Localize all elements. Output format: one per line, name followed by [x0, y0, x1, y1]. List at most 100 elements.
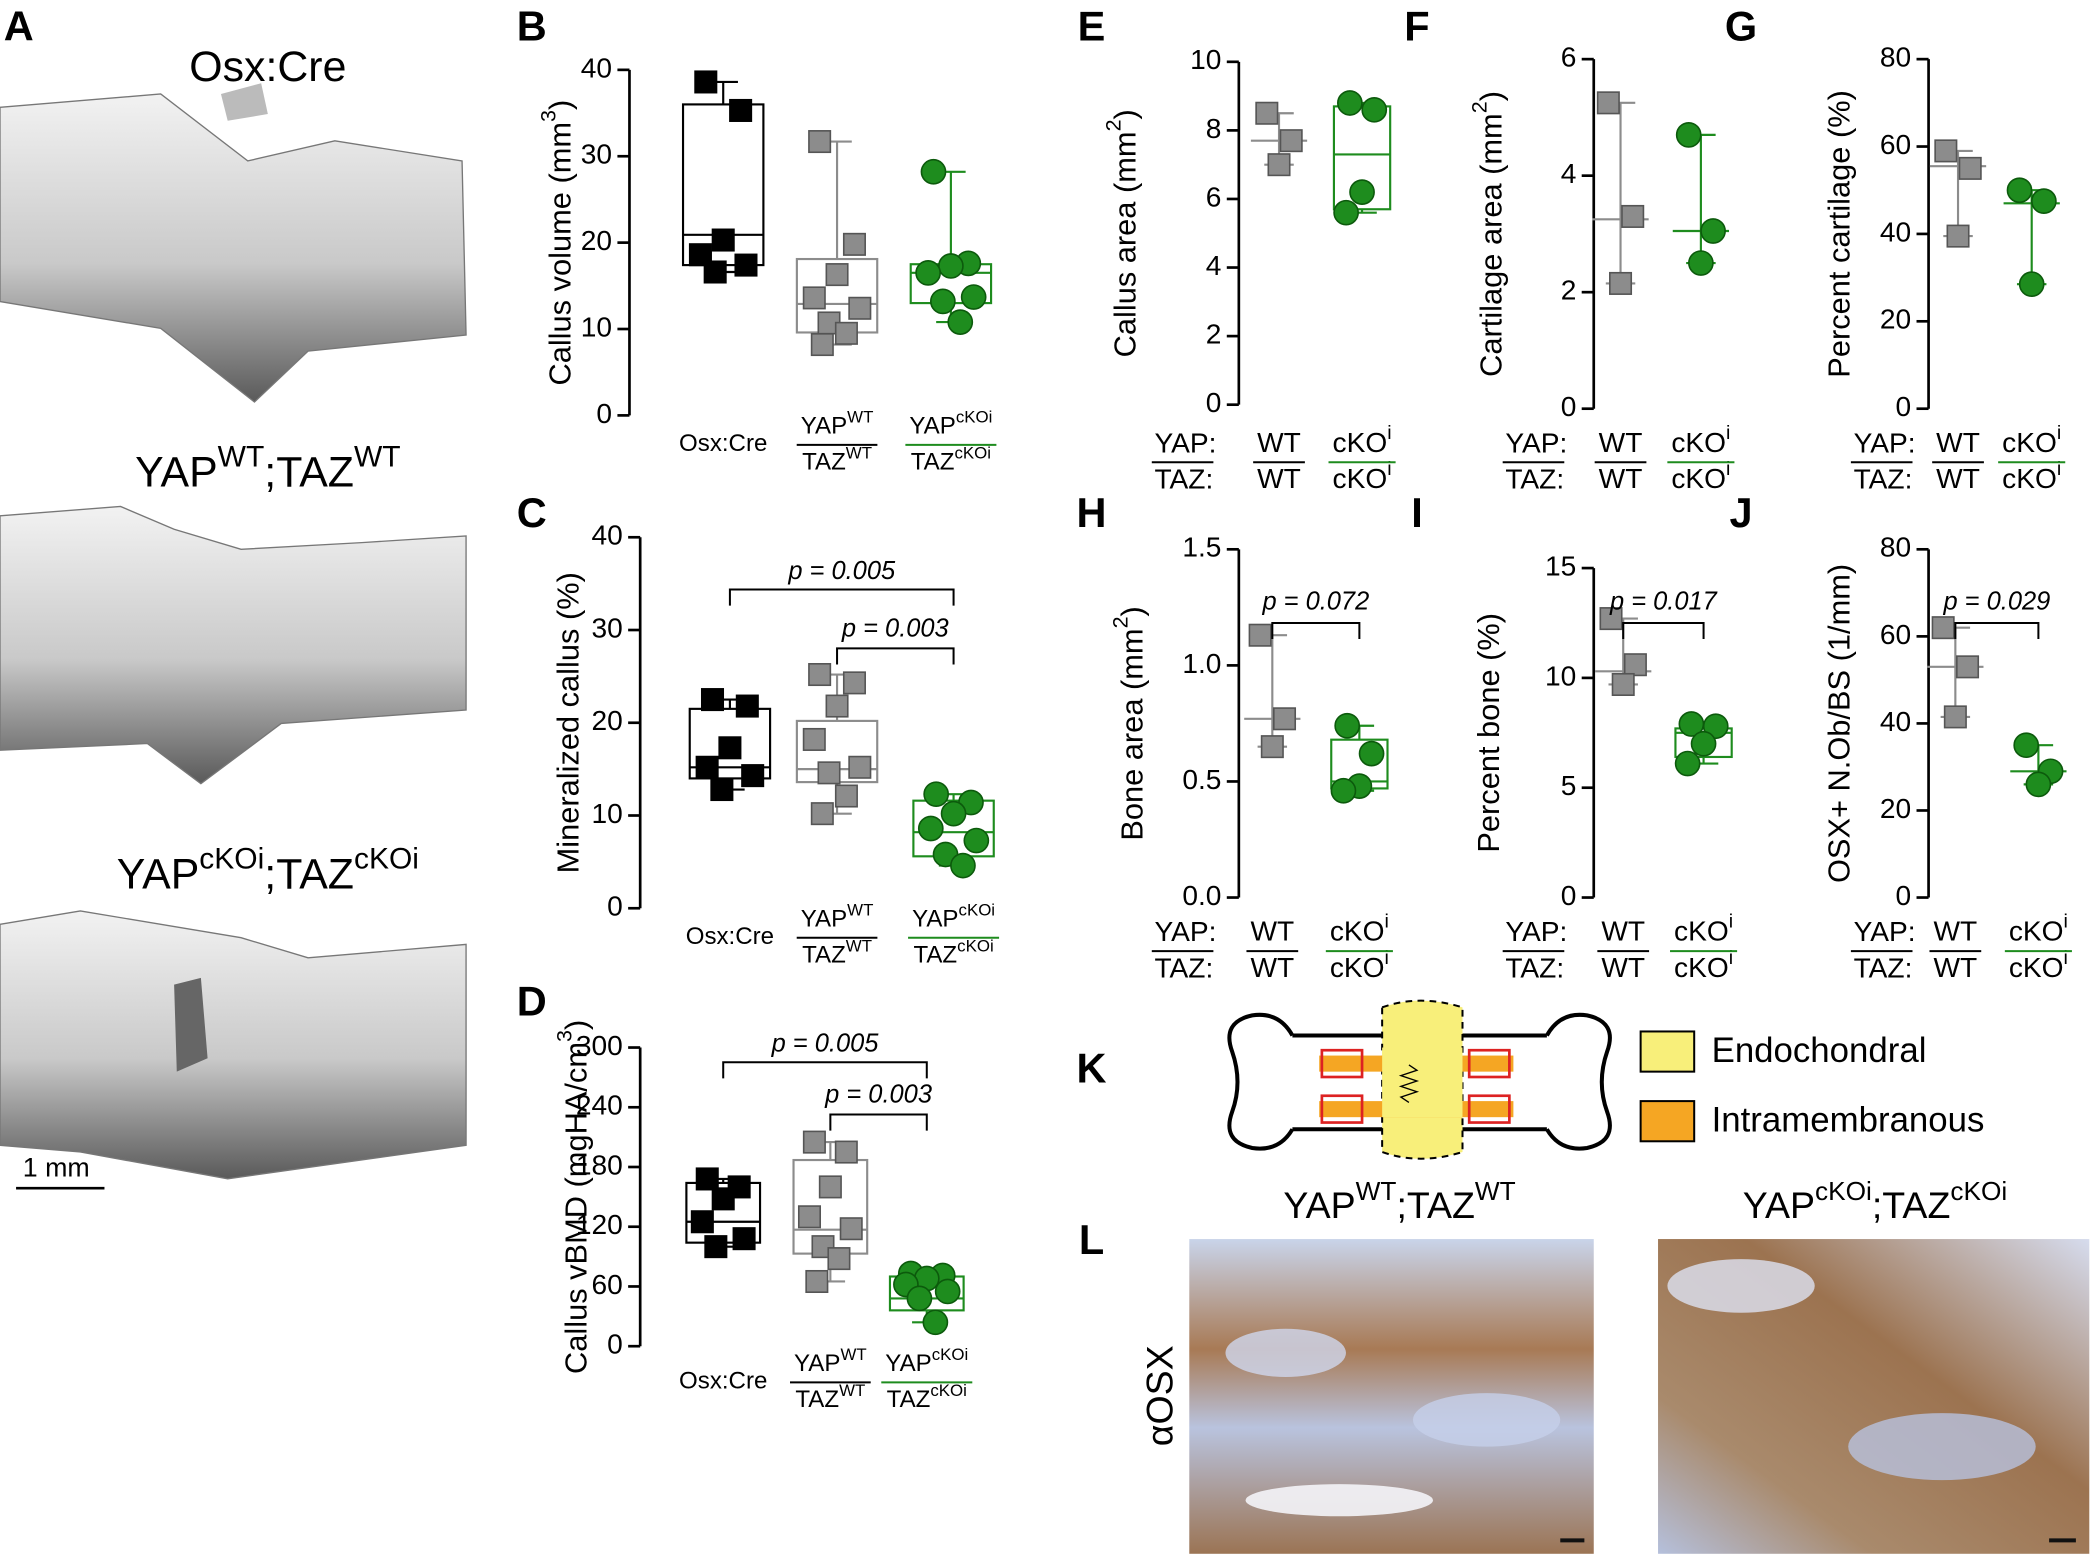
- y-tick-label: 1.5: [1182, 532, 1221, 563]
- data-point: [718, 736, 742, 760]
- text-part: ;TAZ: [1872, 1184, 1950, 1226]
- y-tick-label: 5: [1561, 770, 1577, 801]
- text-part: YAP: [909, 413, 955, 440]
- ct-images: [0, 83, 467, 1190]
- y-axis-label: Percent cartilage (%): [1822, 90, 1857, 378]
- category-numerator: cKOi: [1333, 422, 1392, 458]
- text-part: YAP: [912, 906, 958, 933]
- data-point: [842, 671, 866, 695]
- y-tick-label: 6: [1206, 181, 1222, 212]
- panel-letter: E: [1078, 3, 1106, 50]
- text-part: WT: [1599, 463, 1643, 494]
- y-tick-label: 80: [1880, 42, 1911, 73]
- data-point: [1349, 179, 1375, 205]
- data-point: [1611, 672, 1635, 697]
- category-denominator: cKOi: [2009, 947, 2068, 983]
- category-numerator: WT: [1936, 427, 1980, 458]
- data-point: [2013, 732, 2040, 759]
- text-part: WT: [1257, 427, 1301, 458]
- superscript: 2: [1101, 119, 1126, 131]
- row-label: YAP:: [1505, 427, 1567, 458]
- category-numerator: cKOi: [1330, 911, 1389, 947]
- ct-mineral: [174, 977, 208, 1072]
- y-tick-label: 20: [1880, 793, 1911, 824]
- data-point: [834, 784, 858, 808]
- category-label: Osx:Cre: [679, 1368, 767, 1395]
- data-point: [703, 260, 727, 284]
- data-point: [929, 288, 956, 315]
- data-point: [810, 333, 834, 357]
- text-part: cKO: [2002, 463, 2057, 494]
- tissue: [1667, 1259, 1815, 1313]
- panel-letter: I: [1411, 489, 1423, 536]
- text-part: ): [1115, 606, 1150, 616]
- p-value: p = 0.017: [1609, 588, 1718, 616]
- superscript: cKOi: [354, 843, 419, 876]
- y-axis-label: Callus vBMD (mgHA/cm3): [552, 1020, 594, 1374]
- category-numerator: cKOi: [2009, 911, 2068, 947]
- y-tick-label: 0.0: [1182, 880, 1221, 911]
- y-tick-label: 0: [607, 1329, 623, 1360]
- data-point: [1337, 90, 1363, 116]
- superscript: i: [2064, 947, 2068, 969]
- data-point: [1333, 199, 1359, 226]
- text-part: TAZ: [911, 449, 955, 476]
- text-part: Callus vBMD (mgHA/cm: [559, 1042, 594, 1374]
- y-tick-label: 6: [1561, 42, 1577, 73]
- data-point: [920, 158, 947, 185]
- superscript: i: [1726, 422, 1730, 444]
- data-point: [810, 802, 834, 826]
- y-tick-label: 0: [596, 398, 612, 429]
- text-part: TAZ: [913, 942, 957, 969]
- text-part: ;TAZ: [264, 449, 354, 497]
- superscript: 2: [1108, 616, 1133, 628]
- text-part: WT: [1250, 916, 1294, 947]
- superscript: cKOi: [1950, 1176, 2007, 1206]
- category-denominator: TAZWT: [795, 1381, 865, 1413]
- y-tick-label: 120: [576, 1209, 623, 1240]
- superscript: i: [2064, 911, 2068, 933]
- data-point: [825, 694, 849, 718]
- superscript: WT: [839, 1381, 865, 1400]
- data-point: [1358, 740, 1385, 767]
- y-axis-label: Mineralized callus (%): [551, 572, 586, 873]
- superscript: cKOi: [956, 407, 993, 426]
- roi-box: [1320, 1094, 1364, 1124]
- text-part: YAP: [1283, 1184, 1355, 1226]
- data-point: [1674, 750, 1701, 777]
- data-point: [1675, 122, 1702, 148]
- y-tick-label: 80: [1880, 532, 1911, 563]
- row-label: TAZ:: [1154, 463, 1213, 494]
- text-part: Bone area (mm: [1115, 628, 1150, 840]
- y-tick-label: 0: [607, 891, 623, 922]
- scale-bar-label: 1 mm: [23, 1152, 90, 1182]
- y-axis-label: Percent bone (%): [1471, 613, 1506, 853]
- superscript: cKOi: [959, 900, 996, 919]
- text-part: cKO: [1674, 952, 1729, 983]
- superscript: cKOi: [199, 843, 264, 876]
- bracket: [829, 1113, 928, 1131]
- category-numerator: WT: [1599, 427, 1643, 458]
- data-point: [802, 727, 826, 751]
- data-point: [1931, 616, 1955, 640]
- category-numerator: YAPWT: [801, 900, 874, 932]
- panel-letter: G: [1725, 3, 1757, 50]
- text-part: YAP: [135, 449, 218, 497]
- superscript: i: [1729, 911, 1733, 933]
- category-denominator: WT: [1934, 952, 1978, 983]
- text-part: cKO: [1674, 916, 1729, 947]
- superscript: cKOi: [1815, 1176, 1872, 1206]
- ct-bone: [0, 505, 467, 785]
- category-numerator: cKOi: [2002, 422, 2061, 458]
- data-point: [1623, 653, 1647, 677]
- category-numerator: WT: [1250, 916, 1294, 947]
- row-label: YAP:: [1854, 427, 1916, 458]
- data-point: [1334, 712, 1361, 739]
- y-tick-label: 20: [591, 705, 622, 736]
- text-part: YAP: [1743, 1184, 1815, 1226]
- y-tick-label: 4: [1206, 250, 1222, 281]
- superscript: i: [1729, 947, 1733, 969]
- y-tick-label: 2: [1561, 275, 1577, 306]
- data-point: [808, 130, 832, 154]
- superscript: i: [1726, 458, 1730, 480]
